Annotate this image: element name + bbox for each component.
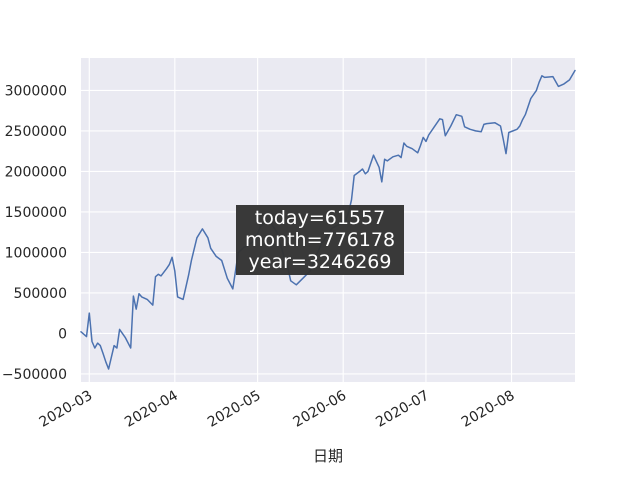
x-tick-label: 2020-07 — [373, 388, 432, 431]
y-tick-label: −500000 — [2, 367, 67, 383]
x-tick-label: 2020-04 — [122, 388, 181, 431]
y-tick-label: 500000 — [14, 286, 67, 302]
x-tick-label: 2020-08 — [459, 388, 518, 431]
tooltip-box — [236, 205, 404, 275]
x-axis-title: 日期 — [313, 447, 343, 465]
x-tick-labels: 2020-03 2020-04 2020-05 2020-06 2020-07 2020-… — [37, 388, 518, 431]
y-tick-label: 0 — [58, 326, 67, 342]
tooltip-line: month=776178 — [245, 229, 395, 251]
y-tick-label: 2500000 — [5, 124, 67, 140]
x-tick-label: 2020-06 — [291, 388, 350, 431]
tooltip-line: today=61557 — [255, 207, 385, 229]
x-tick-label: 2020-05 — [205, 388, 264, 431]
x-tick-label: 2020-03 — [37, 388, 96, 431]
y-tick-label: 1500000 — [5, 205, 67, 221]
y-tick-labels: −500000 0 500000 1000000 1500000 2000000 25000… — [2, 83, 67, 383]
tooltip-line: year=3246269 — [249, 251, 392, 273]
y-tick-label: 2000000 — [5, 164, 67, 180]
y-tick-label: 1000000 — [5, 245, 67, 261]
y-tick-label: 3000000 — [5, 83, 67, 99]
